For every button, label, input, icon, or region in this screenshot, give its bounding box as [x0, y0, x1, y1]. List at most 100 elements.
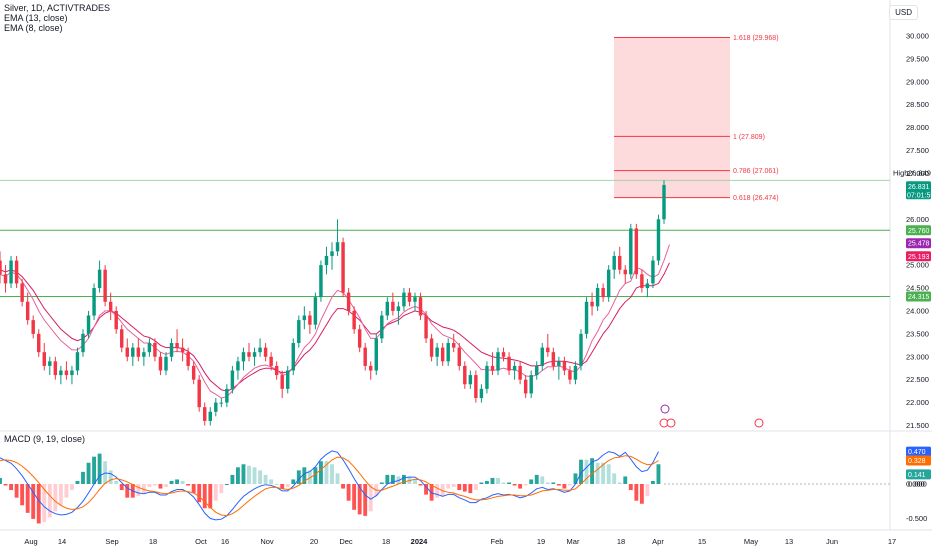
candle-body[interactable]	[230, 370, 235, 389]
candle-body[interactable]	[662, 184, 666, 220]
candle-body[interactable]	[70, 370, 74, 376]
candle-body[interactable]	[474, 375, 478, 399]
candle-body[interactable]	[97, 269, 102, 289]
candle-body[interactable]	[286, 370, 290, 389]
candle-body[interactable]	[463, 365, 467, 385]
candle-body[interactable]	[64, 370, 69, 376]
candle-body[interactable]	[629, 228, 633, 275]
candle-body[interactable]	[429, 338, 434, 357]
candle-body[interactable]	[490, 365, 495, 371]
candle-body[interactable]	[512, 365, 517, 371]
candle-body[interactable]	[241, 352, 246, 362]
candle-body[interactable]	[108, 301, 113, 311]
candle-body[interactable]	[324, 255, 329, 266]
fibonacci-zone[interactable]	[614, 37, 730, 198]
candle-body[interactable]	[131, 347, 135, 357]
candle-body[interactable]	[164, 356, 168, 371]
candle-body[interactable]	[214, 402, 218, 412]
candle-body[interactable]	[523, 379, 528, 394]
candle-body[interactable]	[352, 310, 356, 330]
candle-body[interactable]	[186, 352, 190, 366]
candle-body[interactable]	[114, 310, 118, 330]
candle-body[interactable]	[424, 315, 428, 339]
candle-body[interactable]	[369, 365, 373, 371]
macd-legend[interactable]: MACD (9, 19, close)	[4, 434, 86, 444]
candle-body[interactable]	[125, 347, 129, 357]
candle-body[interactable]	[37, 333, 41, 353]
candle-body[interactable]	[518, 365, 522, 380]
candle-body[interactable]	[479, 388, 484, 399]
candle-body[interactable]	[103, 269, 107, 302]
candle-body[interactable]	[590, 301, 594, 307]
legend-ema8[interactable]: EMA (8, close)	[4, 23, 63, 33]
candle-body[interactable]	[3, 274, 8, 284]
candle-body[interactable]	[142, 352, 146, 357]
candle-body[interactable]	[568, 370, 572, 380]
candle-body[interactable]	[48, 361, 52, 366]
candle-body[interactable]	[53, 361, 58, 376]
candle-body[interactable]	[208, 411, 212, 421]
candle-body[interactable]	[0, 260, 2, 275]
candle-body[interactable]	[20, 283, 24, 302]
event-icon[interactable]	[754, 418, 764, 428]
candle-body[interactable]	[291, 343, 295, 371]
candle-body[interactable]	[468, 375, 473, 385]
candle-body[interactable]	[380, 315, 384, 339]
candle-body[interactable]	[14, 260, 19, 284]
candle-body[interactable]	[485, 365, 489, 389]
candle-body[interactable]	[263, 347, 268, 357]
candle-body[interactable]	[407, 292, 412, 302]
candle-body[interactable]	[258, 347, 262, 353]
candle-body[interactable]	[169, 343, 174, 357]
candle-body[interactable]	[330, 251, 334, 256]
candle-body[interactable]	[302, 315, 307, 321]
candle-body[interactable]	[584, 301, 589, 334]
candle-body[interactable]	[42, 352, 46, 366]
candle-body[interactable]	[75, 352, 80, 371]
candle-body[interactable]	[645, 283, 650, 289]
candle-body[interactable]	[153, 343, 157, 357]
candle-body[interactable]	[623, 269, 627, 275]
candle-body[interactable]	[341, 242, 345, 293]
candle-body[interactable]	[180, 347, 185, 353]
legend-symbol[interactable]: Silver, 1D, ACTIVTRADES	[4, 3, 111, 13]
currency-button[interactable]: USD	[889, 5, 918, 20]
candle-body[interactable]	[396, 306, 401, 311]
candle-body[interactable]	[385, 301, 390, 316]
event-icon[interactable]	[666, 418, 676, 428]
candle-body[interactable]	[346, 292, 351, 311]
candle-body[interactable]	[313, 297, 318, 325]
candle-body[interactable]	[308, 315, 312, 325]
candle-body[interactable]	[440, 347, 445, 362]
candle-body[interactable]	[81, 333, 85, 353]
candle-body[interactable]	[175, 343, 179, 348]
legend-ema13[interactable]: EMA (13, close)	[4, 13, 68, 23]
candle-body[interactable]	[507, 356, 511, 371]
candle-body[interactable]	[501, 352, 506, 357]
candle-body[interactable]	[640, 274, 644, 289]
candle-body[interactable]	[579, 333, 583, 366]
candle-body[interactable]	[612, 255, 616, 270]
candle-body[interactable]	[86, 315, 91, 334]
candle-body[interactable]	[25, 301, 30, 321]
candle-body[interactable]	[252, 352, 257, 357]
candle-body[interactable]	[651, 260, 655, 284]
candle-body[interactable]	[59, 370, 63, 376]
candle-body[interactable]	[540, 347, 544, 366]
candle-body[interactable]	[374, 338, 378, 371]
candle-body[interactable]	[197, 379, 201, 408]
candle-body[interactable]	[546, 347, 550, 353]
candle-body[interactable]	[363, 347, 367, 366]
candle-body[interactable]	[562, 361, 567, 371]
candle-body[interactable]	[496, 352, 500, 371]
candle-body[interactable]	[557, 361, 561, 366]
candle-body[interactable]	[319, 265, 323, 298]
candle-body[interactable]	[335, 242, 340, 252]
candle-body[interactable]	[446, 343, 450, 362]
candle-body[interactable]	[618, 255, 622, 270]
candle-body[interactable]	[136, 347, 141, 357]
candle-body[interactable]	[435, 347, 439, 357]
candle-body[interactable]	[31, 320, 35, 334]
candle-body[interactable]	[9, 260, 13, 284]
